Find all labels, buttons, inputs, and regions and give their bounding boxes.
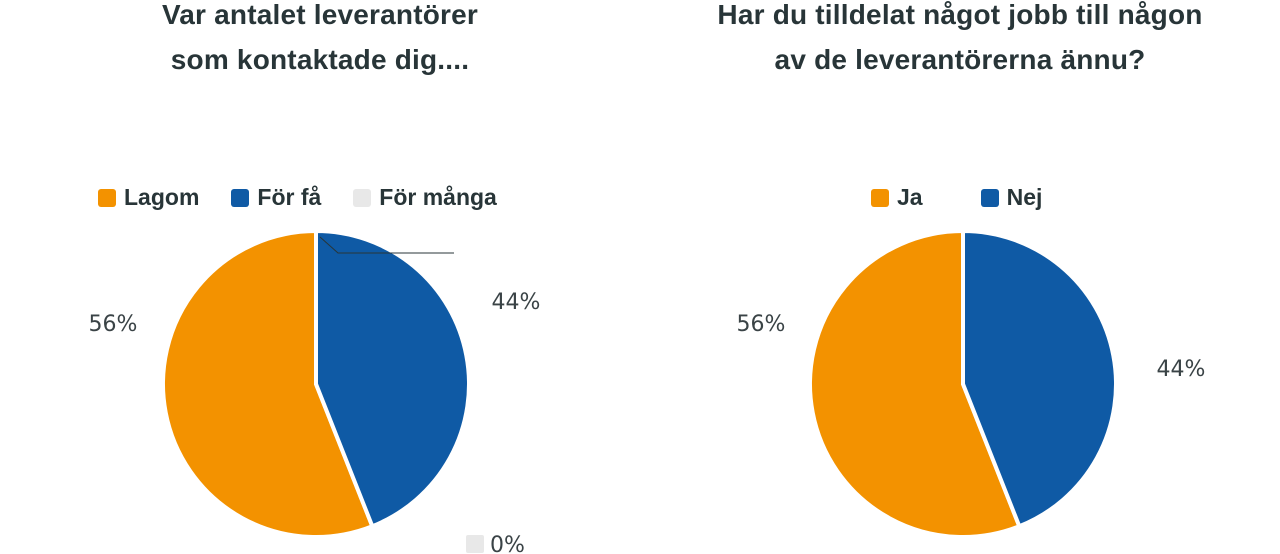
legend-label: För många [379,184,497,210]
leader-line [319,236,454,254]
legend-swatch [871,188,889,207]
legend-item-for-fa[interactable]: För få [231,184,321,211]
legend-label: För få [257,184,322,210]
legend-swatch [231,188,250,207]
legend-label: Nej [1006,184,1043,210]
chart-title-line-2: av de leverantörerna ännu? [774,44,1146,75]
legend-item-ja[interactable]: Ja [871,184,923,211]
legend-item-nej[interactable]: Nej [980,184,1043,211]
label-swatch [466,535,484,553]
chart-title: Har du tilldelat något jobb till någon a… [640,0,1280,82]
legend-swatch [353,188,372,207]
chart-title-line-2: som kontaktade dig.... [170,44,470,75]
legend-label: Ja [897,184,923,210]
data-label-lagom: 56% [89,312,138,337]
chart-legend: Ja Nej [871,184,1074,211]
pie-slice-for-fa[interactable] [314,228,471,529]
pie-chart-assigned-job: Har du tilldelat något jobb till någon a… [640,0,1280,554]
pie-slice-ja[interactable] [808,228,1022,539]
legend-swatch [980,188,999,207]
pie-slice-nej[interactable] [961,228,1118,529]
data-label-for-manga: 0% [490,533,525,554]
data-label-nej: 44% [1157,357,1206,382]
chart-title: Var antalet leverantörer som kontaktade … [0,0,640,82]
legend-item-lagom[interactable]: Lagom [98,184,199,211]
pie-slice-lagom[interactable] [161,228,375,539]
legend-swatch [98,188,116,207]
chart-title-line-1: Var antalet leverantörer [161,0,479,30]
data-label-ja: 56% [737,312,786,337]
pie-plot: 56% 44% 0% [88,228,541,554]
legend-label: Lagom [124,184,200,210]
pie-chart-supplier-count: Var antalet leverantörer som kontaktade … [0,0,640,554]
data-label-for-fa: 44% [492,290,541,315]
legend-item-for-manga[interactable]: För många [353,184,497,211]
chart-title-line-1: Har du tilldelat något jobb till någon [717,0,1203,30]
chart-legend: Lagom För få För många [98,184,529,211]
pie-plot: 56% 44% [737,228,1206,539]
